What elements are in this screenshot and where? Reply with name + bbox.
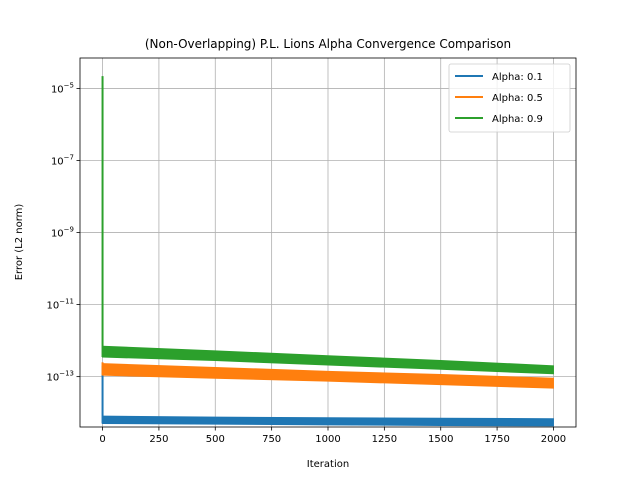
y-tick-label: 10−13	[46, 370, 74, 384]
y-tick-label: 10−11	[46, 298, 74, 312]
legend: Alpha: 0.1 Alpha: 0.5 Alpha: 0.9	[448, 63, 571, 133]
y-tick-exponent: −13	[59, 370, 74, 378]
x-tick-label: 1500	[428, 434, 453, 445]
series-band	[102, 345, 554, 375]
y-tick-base: 10	[51, 229, 64, 240]
series-group	[101, 362, 554, 389]
series-group	[101, 76, 554, 375]
y-tick-base: 10	[46, 301, 59, 312]
y-tick-exponent: −7	[64, 153, 74, 161]
y-axis-title: Error (L2 norm)	[14, 204, 25, 281]
y-tick-exponent: −11	[59, 298, 74, 306]
y-tick-exponent: −5	[64, 81, 74, 89]
series-layer	[101, 76, 554, 427]
series-band	[102, 363, 554, 389]
legend-label: Alpha: 0.1	[492, 72, 543, 83]
x-tick-label: 500	[206, 434, 225, 445]
y-tick-base: 10	[46, 373, 59, 384]
legend-label: Alpha: 0.9	[492, 114, 543, 125]
x-tick-label: 750	[262, 434, 281, 445]
legend-label: Alpha: 0.5	[492, 93, 543, 104]
x-tick-label: 250	[149, 434, 168, 445]
legend-box	[448, 63, 571, 133]
y-tick-base: 10	[51, 156, 64, 167]
y-tick-exponent: −9	[64, 226, 74, 234]
series-band	[102, 415, 554, 427]
x-tick-label: 1000	[315, 434, 340, 445]
x-tick-label: 0	[99, 434, 105, 445]
y-tick-label: 10−9	[51, 226, 74, 240]
x-tick-label: 2000	[541, 434, 566, 445]
y-tick-base: 10	[51, 84, 64, 95]
x-axis-title: Iteration	[307, 459, 349, 470]
x-tick-label: 1250	[372, 434, 397, 445]
tick-layer: 0 250 500 750 1000 1250 1500 1750 200010−510−710…	[46, 81, 566, 445]
y-tick-label: 10−5	[51, 81, 74, 95]
y-tick-label: 10−7	[51, 153, 74, 167]
chart-title: (Non-Overlapping) P.L. Lions Alpha Conve…	[145, 37, 511, 51]
x-tick-label: 1750	[484, 434, 509, 445]
